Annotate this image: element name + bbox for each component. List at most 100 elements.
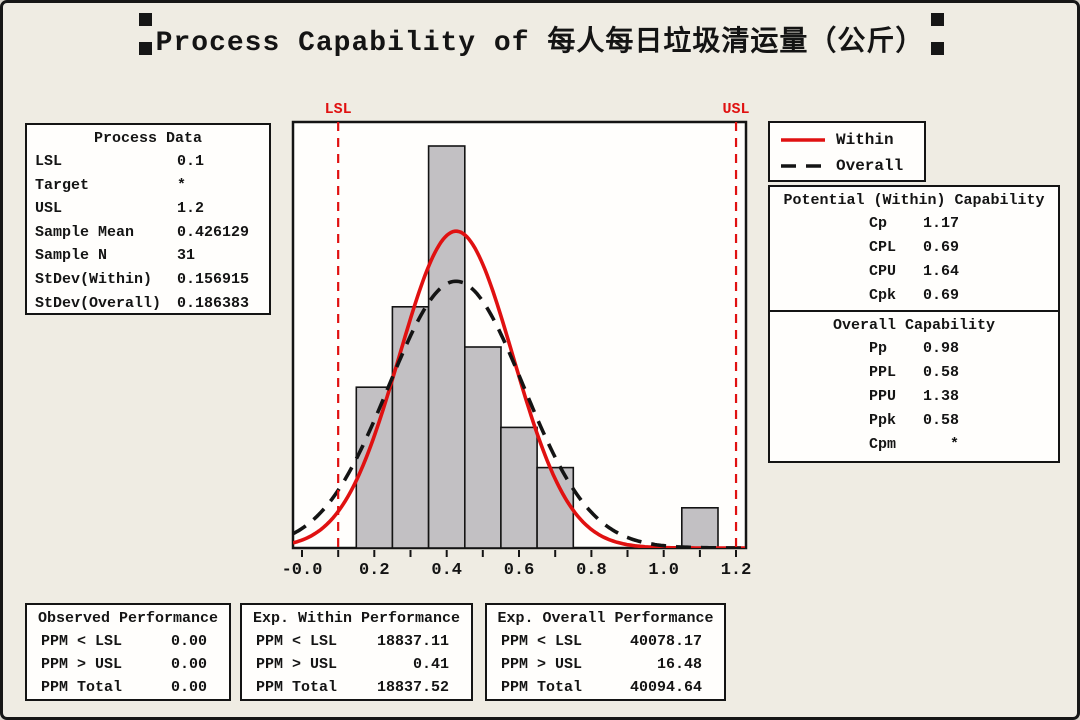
process-data-row: StDev(Overall) 0.186383	[27, 292, 269, 316]
stat-label: Cpk	[869, 287, 897, 304]
performance-row: PPM < LSL 0.00	[27, 630, 229, 653]
lsl-label: LSL	[325, 101, 352, 118]
stat-value: 1.17	[922, 215, 959, 232]
performance-row: PPM Total 0.00	[27, 676, 229, 699]
stat-label: PPM < LSL	[501, 633, 583, 650]
x-tick-label: 0.6	[504, 561, 535, 580]
process-data-title: Process Data	[93, 130, 203, 147]
exp-overall-performance-box: Exp. Overall Performance PPM < LSL 40078…	[485, 603, 726, 701]
process-data-row: Target *	[27, 174, 269, 198]
capability-histogram-plot: LSL USL -0.0 0.2 0.4 0.6 0.8 1.0 1.2	[282, 101, 752, 580]
process-data-row: USL 1.2	[27, 197, 269, 221]
stat-label: PPM > USL	[256, 656, 338, 673]
stat-value: 0.00	[170, 656, 207, 673]
performance-row: PPM < LSL 18837.11	[242, 630, 471, 653]
performance-row: PPM > USL 0.00	[27, 653, 229, 676]
capability-row: Cp 1.17	[770, 212, 1058, 236]
stat-value: 0.186383	[177, 294, 250, 312]
stat-label: PPU	[869, 388, 897, 405]
within-line-sample	[781, 138, 825, 142]
capability-row: Ppk 0.58	[770, 409, 1058, 433]
stat-label: LSL	[35, 153, 63, 170]
within-capability-title: Potential (Within) Capability	[783, 192, 1045, 209]
within-capability-box: Potential (Within) Capability Cp 1.17 CP…	[768, 185, 1060, 312]
performance-row: PPM > USL 0.41	[242, 653, 471, 676]
stat-value: 0.00	[170, 679, 207, 696]
stat-value: 16.48	[656, 656, 702, 673]
observed-performance-box: Observed Performance PPM < LSL 0.00 PPM …	[25, 603, 231, 701]
x-tick-label: 0.4	[431, 561, 462, 580]
capability-row: CPL 0.69	[770, 236, 1058, 260]
exp-within-performance-box: Exp. Within Performance PPM < LSL 18837.…	[240, 603, 473, 701]
x-tick-label: -0.0	[282, 561, 323, 580]
stat-label: Cpm	[869, 436, 897, 453]
capability-row: Pp 0.98	[770, 337, 1058, 361]
observed-performance-title: Observed Performance	[37, 610, 219, 627]
stat-value: 1.2	[177, 200, 205, 218]
histogram-bar	[391, 306, 430, 549]
overall-distribution-curve	[293, 279, 745, 548]
process-data-row: Sample N 31	[27, 244, 269, 268]
stat-value: 0.69	[922, 287, 959, 304]
stat-label: Ppk	[869, 412, 897, 429]
stat-label: Pp	[869, 340, 888, 357]
stat-label: PPM < LSL	[256, 633, 338, 650]
stat-label: PPM < LSL	[41, 633, 123, 650]
legend-item-overall: Overall	[770, 153, 924, 179]
stat-label: PPM Total	[501, 679, 583, 696]
title-selection-handle[interactable]	[931, 13, 944, 26]
capability-row: Cpm *	[770, 433, 1058, 457]
x-axis-labels: -0.0 0.2 0.4 0.6 0.8 1.0 1.2	[282, 561, 752, 580]
histogram-bar	[464, 346, 502, 549]
stat-label: Target	[35, 176, 90, 194]
stat-label: Sample Mean	[35, 223, 135, 241]
histogram-bar	[427, 145, 466, 549]
stat-value: 0.156915	[177, 270, 250, 288]
capability-row: Cpk 0.69	[770, 284, 1058, 308]
stat-label: USL	[35, 200, 63, 218]
stat-value: 18837.52	[376, 679, 449, 696]
stat-value: *	[949, 436, 959, 453]
stat-value: 40094.64	[629, 679, 702, 696]
performance-row: PPM Total 18837.52	[242, 676, 471, 699]
stat-value: 0.426129	[177, 223, 250, 241]
exp-overall-performance-title: Exp. Overall Performance	[497, 610, 714, 627]
legend-item-within: Within	[770, 127, 924, 153]
stat-value: 0.98	[922, 340, 959, 357]
stat-label: PPM > USL	[41, 656, 123, 673]
stat-label: PPL	[869, 364, 897, 381]
process-data-row: LSL 0.1	[27, 150, 269, 174]
x-tick-label: 1.2	[721, 561, 752, 580]
x-tick-label: 0.8	[576, 561, 607, 580]
histogram-bar	[680, 506, 719, 549]
stat-value: 0.41	[412, 656, 449, 673]
title-selection-handle[interactable]	[139, 42, 152, 55]
performance-row: PPM < LSL 40078.17	[487, 630, 724, 653]
stat-label: PPM > USL	[501, 656, 583, 673]
overall-capability-box: Overall Capability Pp 0.98 PPL 0.58 PPU …	[768, 310, 1060, 463]
stat-value: 0.58	[922, 364, 959, 381]
capability-row: PPU 1.38	[770, 385, 1058, 409]
stat-value: 0.58	[922, 412, 959, 429]
stat-value: 18837.11	[376, 633, 449, 650]
capability-row: PPL 0.58	[770, 361, 1058, 385]
stat-value: 1.64	[922, 263, 959, 280]
histogram-bars	[355, 145, 719, 549]
stat-label: Sample N	[35, 247, 108, 265]
title-selection-handle[interactable]	[931, 42, 944, 55]
stat-value: *	[177, 176, 187, 194]
stat-value: 1.38	[922, 388, 959, 405]
stat-value: 0.00	[170, 633, 207, 650]
title-selection-handle[interactable]	[139, 13, 152, 26]
performance-row: PPM > USL 16.48	[487, 653, 724, 676]
stat-label: PPM Total	[256, 679, 338, 696]
overall-line-sample	[781, 164, 825, 168]
stat-label: StDev(Overall)	[35, 294, 162, 312]
chart-title[interactable]: Process Capability of 每人每日垃圾清运量（公斤）	[155, 28, 925, 59]
x-tick-label: 0.2	[359, 561, 390, 580]
exp-within-performance-title: Exp. Within Performance	[252, 610, 461, 627]
overall-capability-title: Overall Capability	[832, 317, 996, 334]
capability-row: CPU 1.64	[770, 260, 1058, 284]
stat-label: Cp	[869, 215, 888, 232]
